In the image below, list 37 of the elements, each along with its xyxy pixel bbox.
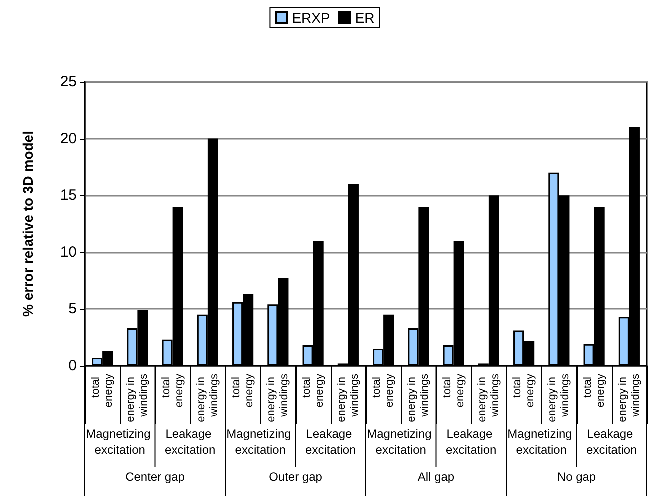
x-tick-label: energy in windings [195, 374, 220, 422]
x-tick-label: energy in windings [266, 374, 291, 422]
x-tick-label: energy in windings [125, 374, 150, 422]
text: Outer gap [269, 470, 323, 484]
x-tick-label: energy in windings [476, 374, 502, 422]
y-axis-title: % error relative to 3D model [20, 131, 36, 317]
text: Leakage excitation [165, 427, 216, 457]
x-tick-label: total energy [441, 374, 466, 408]
text: Magnetizing excitation [508, 427, 576, 457]
x-tick-label: total energy [582, 374, 607, 408]
text: Magnetizing excitation [226, 427, 295, 457]
y-tick-label: 10 [60, 244, 77, 261]
text: Center gap [126, 470, 186, 484]
x-tick-label: total energy [300, 374, 326, 408]
x-tick-label: energy in windings [616, 374, 642, 422]
y-tick-label: 5 [68, 300, 77, 318]
text: No gap [557, 470, 596, 484]
y-tick-label: 0 [68, 358, 77, 374]
x-tick-label: total energy [90, 374, 116, 408]
text: Leakage excitation [306, 427, 356, 457]
legend-label: ERXP [292, 10, 330, 26]
y-tick-label: 20 [60, 130, 77, 148]
text: Leakage excitation [446, 427, 497, 457]
x-tick-label: total energy [160, 374, 186, 408]
text: All gap [418, 470, 455, 484]
x-tick-label: total energy [230, 374, 256, 408]
x-tick-label: total energy [371, 374, 396, 408]
x-tick-label: energy in windings [546, 374, 572, 422]
x-tick-label: total energy [512, 374, 537, 408]
text: Leakage excitation [586, 427, 638, 457]
text: Magnetizing excitation [367, 427, 436, 457]
x-tick-label: energy in windings [406, 374, 432, 422]
y-tick-label: 25 [60, 74, 77, 90]
y-tick-label: 15 [60, 187, 77, 204]
legend-label: ER [355, 10, 375, 26]
text: Magnetizing excitation [86, 427, 154, 457]
x-tick-label: energy in windings [336, 374, 361, 422]
